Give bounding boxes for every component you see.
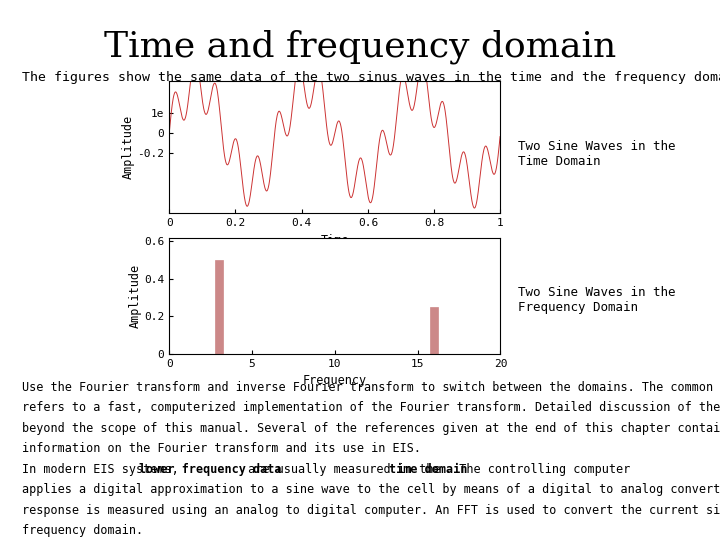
Y-axis label: Amplitude: Amplitude xyxy=(122,115,135,179)
Text: Two Sine Waves in the
Time Domain: Two Sine Waves in the Time Domain xyxy=(518,140,676,168)
X-axis label: Frequency: Frequency xyxy=(302,374,367,387)
Text: beyond the scope of this manual. Several of the references given at the end of t: beyond the scope of this manual. Several… xyxy=(22,422,720,435)
Text: Time and frequency domain: Time and frequency domain xyxy=(104,30,616,64)
Text: are usually measured in the: are usually measured in the xyxy=(241,463,448,476)
Text: frequency domain.: frequency domain. xyxy=(22,524,143,537)
Text: refers to a fast, computerized implementation of the Fourier transform. Detailed: refers to a fast, computerized implement… xyxy=(22,401,720,414)
Text: In modern EIS systems,: In modern EIS systems, xyxy=(22,463,186,476)
Text: The figures show the same data of the two sinus waves in the time and the freque: The figures show the same data of the tw… xyxy=(22,71,720,84)
X-axis label: Time: Time xyxy=(320,234,349,247)
Text: lower frequency data: lower frequency data xyxy=(139,463,282,476)
Text: time domain: time domain xyxy=(389,463,467,476)
Bar xyxy=(215,260,223,354)
Text: . The controlling computer: . The controlling computer xyxy=(445,463,630,476)
Text: Use the Fourier transform and inverse Fourier transform to switch between the do: Use the Fourier transform and inverse Fo… xyxy=(22,381,720,394)
Text: information on the Fourier transform and its use in EIS.: information on the Fourier transform and… xyxy=(22,442,420,455)
Text: Two Sine Waves in the
Frequency Domain: Two Sine Waves in the Frequency Domain xyxy=(518,286,676,314)
Text: applies a digital approximation to a sine wave to the cell by means of a digital: applies a digital approximation to a sin… xyxy=(22,483,720,496)
Y-axis label: Amplitude: Amplitude xyxy=(128,264,141,328)
Bar xyxy=(430,307,438,354)
Text: response is measured using an analog to digital computer. An FFT is used to conv: response is measured using an analog to … xyxy=(22,504,720,517)
